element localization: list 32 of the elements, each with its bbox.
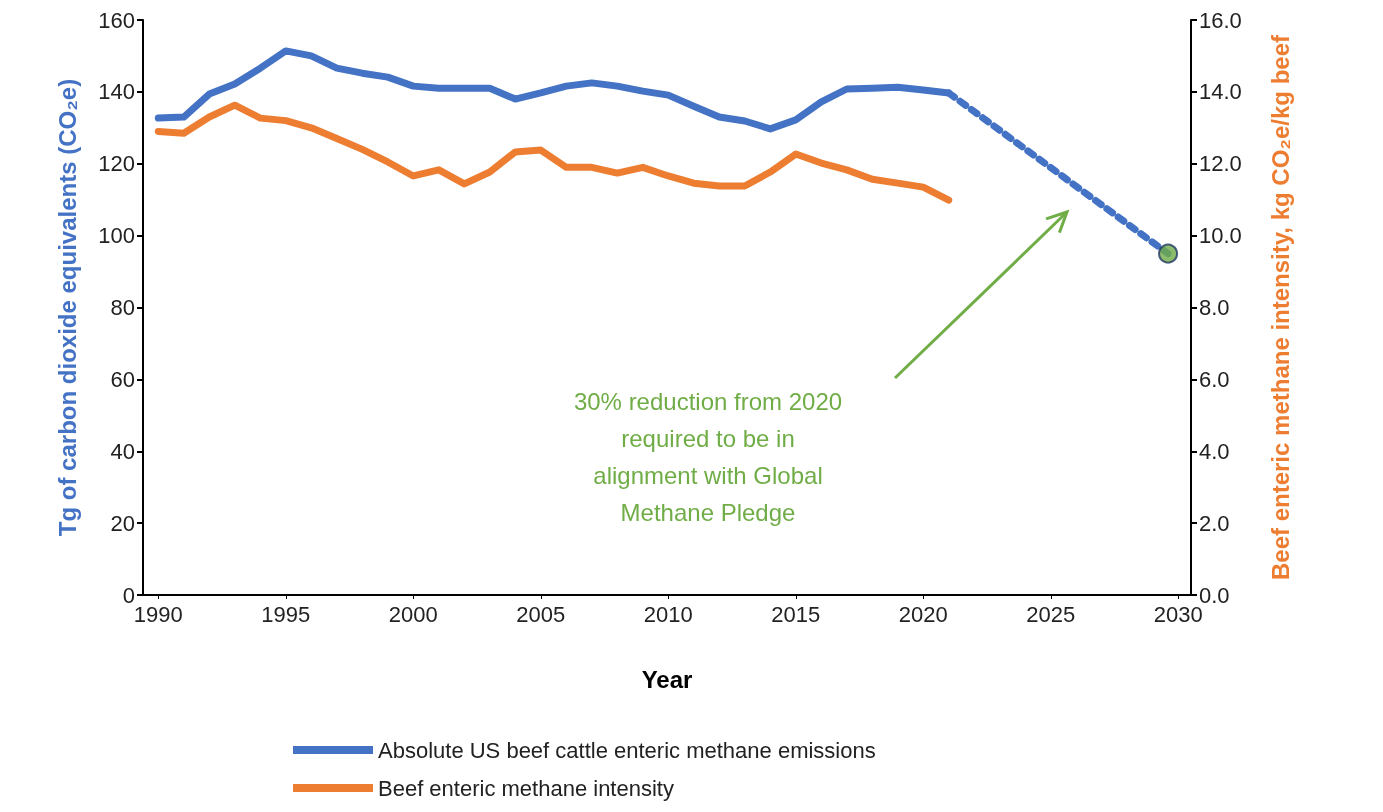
y-tick-label: 60 (110, 366, 135, 392)
x-tick-label: 2005 (516, 601, 566, 627)
legend-label: Absolute US beef cattle enteric methane emissions (378, 737, 876, 763)
y-tick-label: 20 (110, 510, 135, 536)
annotation: 30% reduction from 2020 required to be in alignment with Global Methane Pledge (573, 388, 843, 526)
x-tick-label: 2015 (771, 601, 821, 627)
x-tick-label: 2025 (1026, 601, 1076, 627)
y-tick-label: 40 (110, 438, 135, 464)
legend-label: Beef enteric methane intensity (378, 775, 674, 801)
y-tick-label: 140 (98, 79, 135, 105)
x-tick-label: 2010 (643, 601, 693, 627)
y2-tick-label: 0.0 (1199, 582, 1230, 608)
y2-tick-label: 14.0 (1199, 79, 1242, 105)
y2-tick-label: 2.0 (1199, 510, 1230, 536)
x-tick-label: 2020 (898, 601, 948, 627)
y-tick-label: 100 (98, 223, 135, 249)
y-axis-title: Tg of carbon dioxide equivalents (CO₂e) (53, 78, 81, 537)
x-axis-title: Year (641, 665, 693, 693)
x-tick-label: 1995 (261, 601, 311, 627)
y-tick-label: 120 (98, 151, 135, 177)
y2-tick-label: 6.0 (1199, 366, 1230, 392)
y2-tick-label: 16.0 (1199, 7, 1242, 33)
y-tick-label: 0 (122, 582, 135, 608)
y-tick-label: 80 (110, 295, 135, 320)
y2-tick-label: 4.0 (1199, 438, 1230, 464)
y2-tick-label: 12.0 (1199, 151, 1242, 177)
y2-tick-label: 8.0 (1199, 295, 1230, 320)
y2-axis-title: Beef enteric methane intensity, kg CO₂e/kg beef (1266, 33, 1294, 581)
x-tick-label: 2000 (388, 601, 438, 627)
y2-tick-label: 10.0 (1199, 223, 1242, 249)
y-tick-label: 160 (98, 7, 135, 33)
x-tick-label: 1990 (133, 601, 183, 627)
